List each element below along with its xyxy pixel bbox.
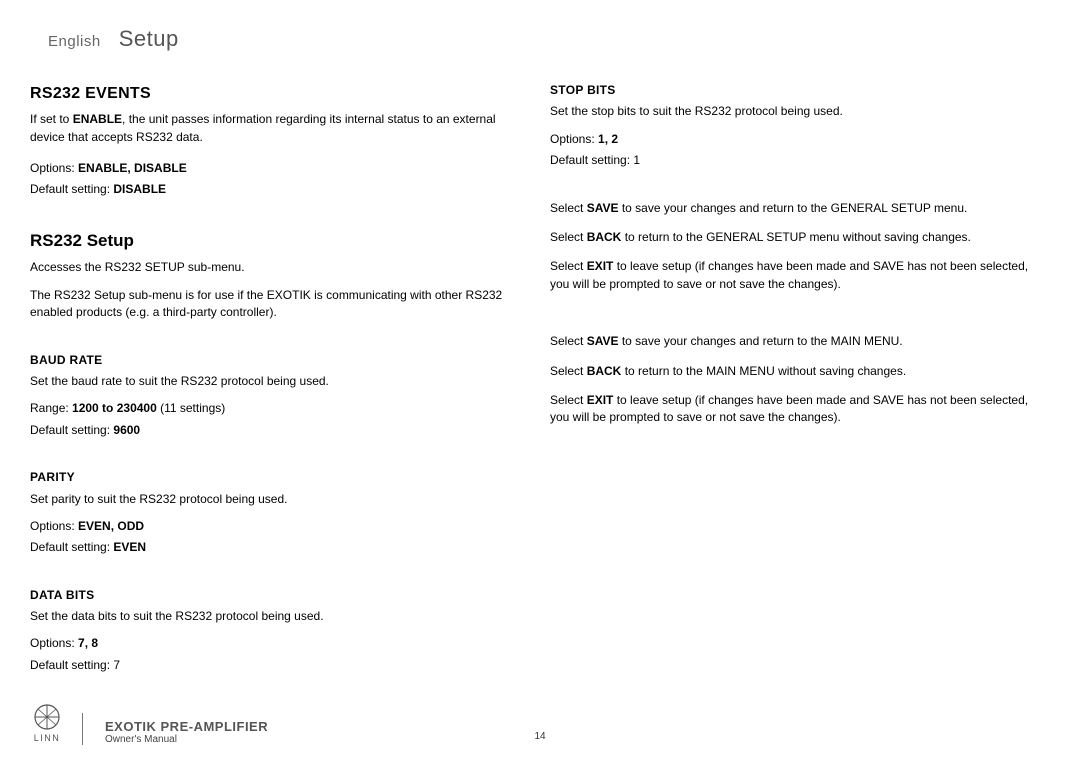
back-main: Select BACK to return to the MAIN MENU w… [550, 363, 1050, 380]
parity-desc: Set parity to suit the RS232 protocol be… [30, 491, 520, 508]
data-bits-desc: Set the data bits to suit the RS232 prot… [30, 608, 520, 625]
parity-default: Default setting: EVEN [30, 539, 520, 556]
page-number: 14 [534, 731, 545, 742]
baud-rate-default: Default setting: 9600 [30, 422, 520, 439]
brand-name: LINN [34, 733, 61, 743]
baud-rate-desc: Set the baud rate to suit the RS232 prot… [30, 373, 520, 390]
page-footer: LINN EXOTIK PRE-AMPLIFIER Owner's Manual… [30, 703, 1050, 745]
general-setup-instructions: Select SAVE to save your changes and ret… [550, 200, 1050, 294]
language-label: English [48, 33, 101, 50]
right-column: STOP BITS Set the stop bits to suit the … [550, 82, 1050, 704]
rs232-events-default: Default setting: DISABLE [30, 181, 520, 198]
stop-bits-heading: STOP BITS [550, 82, 1050, 99]
exit-general: Select EXIT to leave setup (if changes h… [550, 258, 1050, 293]
stop-bits-options: Options: 1, 2 [550, 131, 1050, 148]
manual-label: Owner's Manual [105, 734, 268, 745]
page-header: English Setup [48, 26, 1050, 52]
main-menu-instructions: Select SAVE to save your changes and ret… [550, 333, 1050, 427]
save-main: Select SAVE to save your changes and ret… [550, 333, 1050, 350]
stop-bits-desc: Set the stop bits to suit the RS232 prot… [550, 103, 1050, 120]
data-bits-options: Options: 7, 8 [30, 635, 520, 652]
baud-rate-section: BAUD RATE Set the baud rate to suit the … [30, 352, 520, 440]
parity-heading: PARITY [30, 469, 520, 486]
rs232-events-section: RS232 EVENTS If set to ENABLE, the unit … [30, 82, 520, 199]
stop-bits-default: Default setting: 1 [550, 152, 1050, 169]
back-general: Select BACK to return to the GENERAL SET… [550, 229, 1050, 246]
rs232-setup-p1: Accesses the RS232 SETUP sub-menu. [30, 259, 520, 276]
data-bits-section: DATA BITS Set the data bits to suit the … [30, 587, 520, 675]
left-column: RS232 EVENTS If set to ENABLE, the unit … [30, 82, 520, 704]
exit-main: Select EXIT to leave setup (if changes h… [550, 392, 1050, 427]
product-name: EXOTIK PRE-AMPLIFIER [105, 719, 268, 734]
rs232-setup-heading: RS232 Setup [30, 229, 520, 254]
parity-options: Options: EVEN, ODD [30, 518, 520, 535]
data-bits-heading: DATA BITS [30, 587, 520, 604]
baud-rate-range: Range: 1200 to 230400 (11 settings) [30, 400, 520, 417]
brand-logo: LINN [30, 703, 64, 745]
stop-bits-section: STOP BITS Set the stop bits to suit the … [550, 82, 1050, 170]
save-general: Select SAVE to save your changes and ret… [550, 200, 1050, 217]
page-title: Setup [119, 26, 179, 52]
parity-section: PARITY Set parity to suit the RS232 prot… [30, 469, 520, 557]
content-columns: RS232 EVENTS If set to ENABLE, the unit … [30, 82, 1050, 704]
rs232-setup-p2: The RS232 Setup sub-menu is for use if t… [30, 287, 520, 322]
rs232-events-heading: RS232 EVENTS [30, 82, 520, 105]
rs232-setup-section: RS232 Setup Accesses the RS232 SETUP sub… [30, 229, 520, 322]
footer-text: EXOTIK PRE-AMPLIFIER Owner's Manual [105, 719, 268, 745]
baud-rate-heading: BAUD RATE [30, 352, 520, 369]
footer-divider [82, 713, 83, 745]
rs232-events-options: Options: ENABLE, DISABLE [30, 160, 520, 177]
data-bits-default: Default setting: 7 [30, 657, 520, 674]
rs232-events-desc: If set to ENABLE, the unit passes inform… [30, 111, 520, 146]
linn-logo-icon [30, 703, 64, 731]
